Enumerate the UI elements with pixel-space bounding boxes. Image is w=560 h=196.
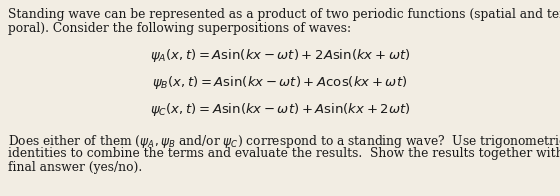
Text: $\psi_A(x,t) = A\sin(kx - \omega t) + 2A\sin(kx + \omega t)$: $\psi_A(x,t) = A\sin(kx - \omega t) + 2A… (150, 47, 410, 64)
Text: $\psi_B(x,t) = A\sin(kx - \omega t) + A\cos(kx + \omega t)$: $\psi_B(x,t) = A\sin(kx - \omega t) + A\… (152, 74, 408, 91)
Text: identities to combine the terms and evaluate the results.  Show the results toge: identities to combine the terms and eval… (8, 147, 560, 160)
Text: Standing wave can be represented as a product of two periodic functions (spatial: Standing wave can be represented as a pr… (8, 8, 560, 21)
Text: Does either of them ($\psi_A, \psi_B$ and/or $\psi_C$) correspond to a standing : Does either of them ($\psi_A, \psi_B$ an… (8, 133, 560, 150)
Text: final answer (yes/no).: final answer (yes/no). (8, 161, 142, 174)
Text: poral). Consider the following superpositions of waves:: poral). Consider the following superposi… (8, 22, 351, 35)
Text: $\psi_C(x,t) = A\sin(kx - \omega t) + A\sin(kx + 2\omega t)$: $\psi_C(x,t) = A\sin(kx - \omega t) + A\… (150, 101, 410, 118)
